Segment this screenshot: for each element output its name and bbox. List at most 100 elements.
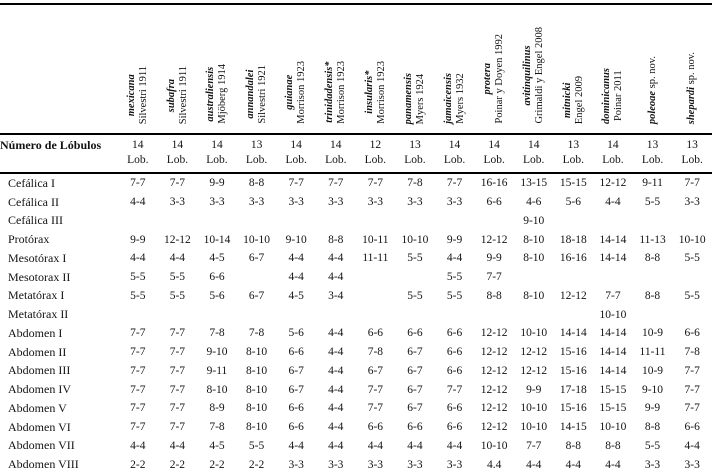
species-name: shepardi <box>686 86 698 124</box>
value-cell: 7-7 <box>130 402 146 415</box>
row-label: Metatórax II <box>8 307 69 322</box>
value-cell: 7-8 <box>407 177 423 190</box>
species-author: Myers 1924 <box>414 73 426 124</box>
species-author: Morrison 1923 <box>296 61 308 124</box>
row-label: Cefálica II <box>8 194 59 209</box>
value-cell: 6-6 <box>486 196 502 209</box>
lobe-count-value: 14 <box>132 139 144 151</box>
value-cell: 6-7 <box>288 383 304 396</box>
value-cell: 4-4 <box>328 383 344 396</box>
value-cell: 6-6 <box>288 421 304 434</box>
value-cell: 9-9 <box>526 383 542 396</box>
value-cell: 3-3 <box>644 458 661 469</box>
value-cell: 14-14 <box>559 327 587 340</box>
value-cell: 3-3 <box>248 196 265 209</box>
lobe-count-cell: 14 Lob. <box>157 134 198 174</box>
value-cell: 12-12 <box>559 289 587 302</box>
lobe-count-cell: 14 Lob. <box>434 134 475 174</box>
species-name: guianae <box>284 75 296 111</box>
species-name: mitnicki <box>561 82 573 118</box>
value-cell: 2-2 <box>209 458 225 469</box>
row-label: Abdomen II <box>8 344 67 359</box>
value-cell: 6-6 <box>407 421 423 434</box>
value-cell: 15-16 <box>559 346 587 359</box>
value-cell: 6-7 <box>407 383 423 396</box>
lobe-unit-label: Lob. <box>641 154 664 166</box>
value-cell: 4-4 <box>328 421 344 434</box>
species-name: avitinquilinus <box>521 45 533 106</box>
value-cell: 10-11 <box>362 233 389 246</box>
value-cell: 3-3 <box>169 196 186 209</box>
lobe-count-value: 14 <box>607 139 619 151</box>
value-cell <box>356 268 396 287</box>
value-cell: 7-7 <box>130 421 146 434</box>
value-cell: 6-7 <box>248 252 265 265</box>
species-name: insularis* <box>363 71 375 115</box>
value-cell <box>633 305 673 324</box>
lobe-count-cell: 14 Lob. <box>474 134 514 174</box>
value-cell <box>237 212 277 231</box>
species-author: Silvestri 1911 <box>177 65 189 124</box>
column-header: australiensis Mjöberg 1914 <box>197 4 237 135</box>
species-header-text: australiensis Mjöberg 1914 <box>205 64 229 124</box>
value-cell: 3-3 <box>446 458 463 469</box>
value-cell: 6-6 <box>446 364 463 377</box>
value-cell: 8-10 <box>246 383 268 396</box>
row-label: Abdomen III <box>8 363 71 378</box>
row-label: Abdomen VII <box>8 438 75 453</box>
lobe-unit-label: Lob. <box>483 154 505 166</box>
value-cell: 8-10 <box>523 233 545 246</box>
species-name: subafra <box>165 78 177 112</box>
value-cell: 4-4 <box>328 402 344 415</box>
value-cell: 7-7 <box>288 177 304 190</box>
lobe-unit-label: Lob. <box>443 154 466 166</box>
lobe-count-value: 14 <box>527 139 540 151</box>
value-cell <box>554 305 594 324</box>
value-cell: 10-9 <box>641 364 664 377</box>
lobe-count-value: 13 <box>686 139 698 151</box>
value-cell: 3-3 <box>407 458 423 469</box>
column-header: trinidadensis* Morrison 1923 <box>315 4 356 135</box>
value-cell <box>554 212 594 231</box>
value-cell: 8-10 <box>246 421 268 434</box>
value-cell: 7-7 <box>486 271 502 284</box>
value-cell: 5-5 <box>130 271 146 284</box>
row-label: Abdomen VI <box>8 419 71 434</box>
value-cell <box>356 305 396 324</box>
value-cell: 6-6 <box>446 421 463 434</box>
lobe-count-cell: 14 Lob. <box>315 134 356 174</box>
value-cell <box>554 268 594 287</box>
value-cell: 6-6 <box>367 327 384 340</box>
lobe-count-value: 14 <box>171 139 184 151</box>
species-author: Myers 1932 <box>454 73 466 124</box>
column-header: panamensis Myers 1924 <box>395 4 435 135</box>
value-cell: 10-10 <box>599 421 627 434</box>
value-cell: 4-4 <box>605 458 621 469</box>
value-cell: 8-8 <box>644 252 661 265</box>
value-cell <box>197 212 237 231</box>
value-cell <box>593 268 633 287</box>
species-author: Silvestri 1911 <box>137 65 149 124</box>
value-cell: 7-7 <box>684 177 700 190</box>
value-cell: 3-3 <box>209 196 225 209</box>
value-cell: 12-12 <box>480 346 508 359</box>
value-cell <box>197 305 237 324</box>
species-header-text: poleoae sp. nov. <box>647 56 659 124</box>
value-cell <box>237 268 277 287</box>
lobe-count-value: 12 <box>369 139 382 151</box>
paper-table-page: mexicana Silvestri 1911 subafra Silvestri 1… <box>0 3 712 469</box>
row-label: Abdomen V <box>8 400 67 415</box>
value-cell: 10-10 <box>520 402 548 415</box>
value-cell: 16-16 <box>559 252 587 265</box>
species-name: panamensis <box>403 72 415 124</box>
table-row: Abdomen II 7-7 7-7 9-10 8-10 6-6 4-4 7-8 6-7 6-6 1… <box>0 343 712 362</box>
value-cell: 4-4 <box>169 439 186 452</box>
value-cell: 7-7 <box>446 177 463 190</box>
value-cell <box>395 212 435 231</box>
lobe-count-cell: 13 Lob. <box>236 134 277 174</box>
table-row: Cefálica I 7-7 7-7 9-9 8-8 7-7 7-7 7-7 7-8 7-7 16-… <box>0 173 712 193</box>
value-cell: 14-14 <box>599 327 627 340</box>
value-cell: 5-5 <box>644 196 661 209</box>
value-cell: 3-3 <box>367 196 384 209</box>
lobe-count-value: 14 <box>211 139 223 151</box>
